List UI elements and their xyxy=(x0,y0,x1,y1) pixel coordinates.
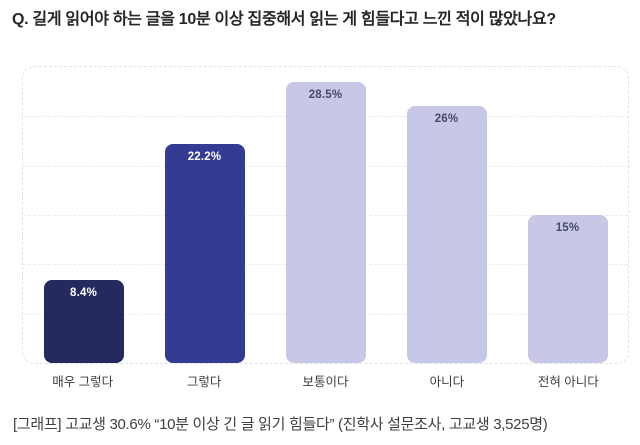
question-title: Q. 길게 읽어야 하는 글을 10분 이상 집중해서 읽는 게 힘들다고 느낀… xyxy=(12,11,556,28)
bar-column: 8.4% xyxy=(23,67,144,363)
bar-3: 28.5% xyxy=(285,81,366,363)
bar-column: 22.2% xyxy=(144,67,265,363)
bar-column: 26% xyxy=(386,67,507,363)
bar-value-label: 8.4% xyxy=(69,287,97,300)
bar-column: 15% xyxy=(507,67,628,363)
chart-caption: [그래프] 고교생 30.6% “10분 이상 긴 글 읽기 힘들다” (진학사… xyxy=(13,416,548,433)
x-axis-label: 그렇다 xyxy=(186,375,222,389)
bar-value-label: 22.2% xyxy=(187,150,222,163)
x-axis-label: 아니다 xyxy=(429,375,465,389)
bar-value-label: 15% xyxy=(555,222,580,234)
bar-value-label: 26% xyxy=(434,113,459,126)
bar-value-label: 28.5% xyxy=(308,88,343,101)
bar-column: 28.5% xyxy=(265,67,386,363)
bar-chart-panel: 8.4% 22.2% 28.5% 26% 15% xyxy=(22,66,629,364)
bar-5: 15% xyxy=(527,215,608,363)
x-axis-label: 전혀 아니다 xyxy=(537,375,599,389)
x-axis-label: 보통이다 xyxy=(302,375,349,389)
bar-2: 22.2% xyxy=(164,143,245,363)
bar-4: 26% xyxy=(406,106,487,363)
bars-container: 8.4% 22.2% 28.5% 26% 15% xyxy=(23,67,628,363)
x-axis-label: 매우 그렇다 xyxy=(52,375,114,389)
x-axis-labels: 매우 그렇다 그렇다 보통이다 아니다 전혀 아니다 xyxy=(22,371,629,390)
bar-1: 8.4% xyxy=(43,280,124,363)
